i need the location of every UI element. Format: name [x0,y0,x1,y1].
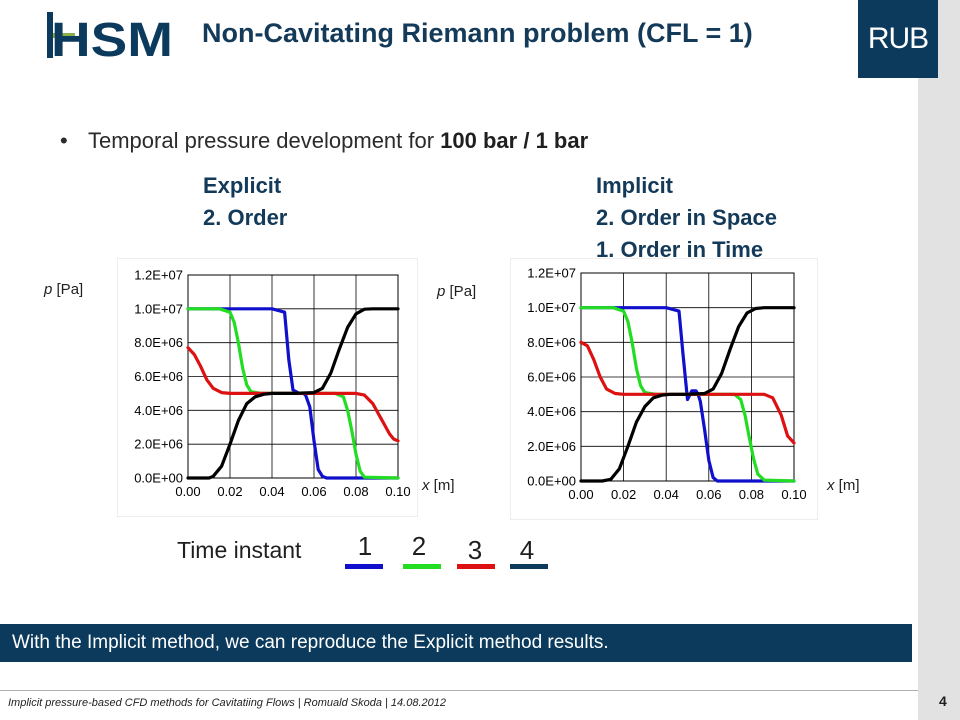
implicit-y-tick-label: 2.0E+06 [527,439,576,454]
implicit-x-axis-label: x [m] [827,477,860,494]
time-instant-2-swatch [403,564,441,569]
time-instant-4-swatch [510,564,548,569]
time-instant-3-label: 3 [467,535,483,565]
footer-divider [0,690,918,691]
hsm-logo: HSM [47,12,173,64]
rub-logo: RUB [858,0,938,78]
implicit-y-tick-label: 8.0E+06 [527,335,576,350]
hsm-logo-text: HSM [51,14,173,64]
footer-text: Implicit pressure-based CFD methods for … [8,697,446,709]
explicit-heading-line2: 2. Order [203,205,288,230]
explicit-pressure-chart: 0.00 0.02 0.04 0.06 0.08 0.10 0.0E+00 2.0E+06 4.… [117,258,418,517]
implicit-y-axis-symbol: p [437,283,446,300]
explicit-x-tick-label: 0.06 [301,484,326,499]
implicit-heading: Implicit 2. Order in Space 1. Order in T… [596,170,777,266]
time-instant-2-label: 2 [411,531,427,561]
implicit-pressure-chart: 0.00 0.02 0.04 0.06 0.08 0.10 0.0E+00 2.0E+06 4.… [510,258,818,520]
explicit-x-tick-label: 0.04 [259,484,284,499]
explicit-y-tick-label: 4.0E+06 [134,403,183,418]
implicit-x-tick-label: 0.10 [781,487,806,502]
implicit-x-tick-label: 0.00 [568,487,593,502]
implicit-y-tick-label: 6.0E+06 [527,370,576,385]
explicit-y-tick-label: 6.0E+06 [134,369,183,384]
bullet-emphasis: 100 bar / 1 bar [440,128,589,153]
time-instant-4-label: 4 [519,535,535,565]
explicit-y-tick-label: 0.0E+00 [134,471,183,486]
rub-logo-text: RUB [867,22,929,55]
explicit-x-tick-label: 0.08 [343,484,368,499]
time-instant-label: Time instant [177,537,302,563]
explicit-plot-area [187,274,399,479]
implicit-x-tick-label: 0.08 [739,487,764,502]
implicit-x-tick-label: 0.04 [654,487,679,502]
time-instant-1-swatch [345,564,383,569]
implicit-y-tick-label: 1.2E+07 [527,266,576,281]
explicit-x-axis-unit: [m] [433,477,455,494]
bullet-dot: • [60,128,68,153]
implicit-y-axis-unit: [Pa] [449,283,477,300]
explicit-y-tick-label: 1.2E+07 [134,268,183,283]
page-number: 4 [939,693,947,709]
explicit-x-tick-label: 0.02 [217,484,242,499]
implicit-heading-line1: Implicit [596,173,674,198]
explicit-y-tick-label: 2.0E+06 [134,437,183,452]
explicit-series-4-line [186,307,400,480]
explicit-y-tick-label: 1.0E+07 [134,301,183,316]
explicit-x-tick-label: 0.00 [175,484,200,499]
explicit-heading-line1: Explicit [203,173,282,198]
implicit-x-tick-label: 0.02 [611,487,636,502]
explicit-heading: Explicit 2. Order [203,170,287,234]
implicit-y-axis-label: p [Pa] [437,283,476,300]
implicit-frame [510,258,818,520]
implicit-y-tick-label: 0.0E+00 [527,474,576,489]
time-instant-1-label: 1 [357,531,373,561]
implicit-y-tick-label: 1.0E+07 [527,300,576,315]
implicit-x-axis-unit: [m] [838,477,860,494]
explicit-y-axis-label: p [Pa] [44,281,83,298]
explicit-x-axis-label: x [m] [422,477,455,494]
conclusion-banner: With the Implicit method, we can reprodu… [0,624,912,662]
explicit-y-tick-label: 8.0E+06 [134,335,183,350]
explicit-x-axis-symbol: x [422,477,430,494]
bullet-text: Temporal pressure development for [88,128,441,153]
time-instant-3-swatch [457,564,495,569]
slide-title: Non-Cavitating Riemann problem (CFL = 1) [202,18,753,48]
implicit-plot-area [580,272,795,482]
explicit-y-axis-unit: [Pa] [56,281,84,298]
explicit-frame [117,258,418,517]
implicit-x-tick-label: 0.06 [696,487,721,502]
explicit-x-tick-label: 0.10 [385,484,410,499]
explicit-y-axis-symbol: p [44,281,53,298]
implicit-series-4-line [579,306,796,483]
bullet-point: • Temporal pressure development for 100 b… [60,128,588,154]
right-sidebar-strip [918,0,960,720]
implicit-heading-line2: 2. Order in Space [596,205,777,230]
implicit-x-axis-symbol: x [827,477,835,494]
implicit-y-tick-label: 4.0E+06 [527,404,576,419]
